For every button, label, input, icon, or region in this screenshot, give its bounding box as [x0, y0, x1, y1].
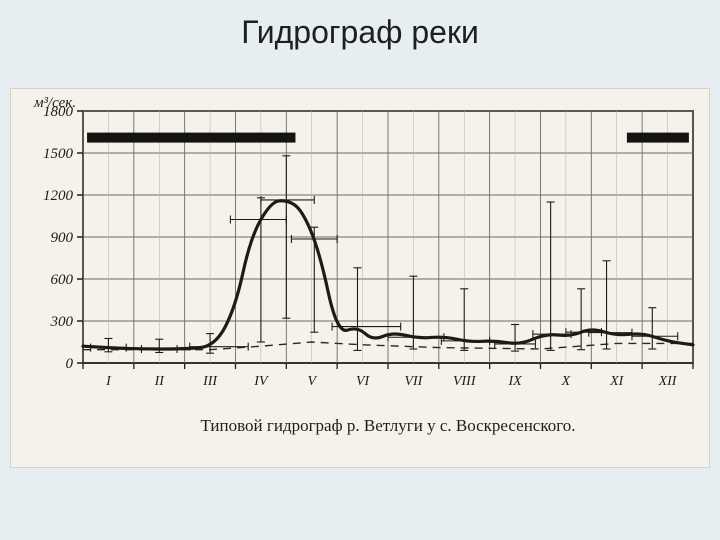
svg-text:I: I	[105, 374, 112, 389]
svg-text:1200: 1200	[43, 188, 74, 204]
svg-text:1500: 1500	[43, 146, 74, 162]
svg-text:VI: VI	[356, 374, 371, 389]
svg-text:0: 0	[66, 356, 74, 372]
svg-text:III: III	[202, 374, 218, 389]
svg-text:X: X	[561, 374, 571, 389]
slide-title: Гидрограф реки	[0, 0, 720, 51]
svg-text:600: 600	[51, 272, 74, 288]
svg-text:XI: XI	[609, 374, 625, 389]
svg-text:IV: IV	[253, 374, 269, 389]
hydrograph-svg: 0300600900120015001800м³/сек.IIIIIIIVVVI…	[11, 89, 709, 467]
svg-text:V: V	[307, 374, 317, 389]
svg-text:II: II	[154, 374, 166, 389]
svg-text:Типовой гидрограф р. Ветлуги у: Типовой гидрограф р. Ветлуги у с. Воскре…	[200, 416, 575, 435]
hydrograph-figure: 0300600900120015001800м³/сек.IIIIIIIVVVI…	[10, 88, 710, 468]
svg-text:IX: IX	[507, 374, 522, 389]
svg-text:300: 300	[50, 314, 74, 330]
svg-text:XII: XII	[658, 374, 678, 389]
svg-text:VIII: VIII	[453, 374, 477, 389]
svg-text:VII: VII	[404, 374, 423, 389]
svg-text:900: 900	[51, 230, 74, 246]
svg-text:м³/сек.: м³/сек.	[33, 95, 76, 111]
